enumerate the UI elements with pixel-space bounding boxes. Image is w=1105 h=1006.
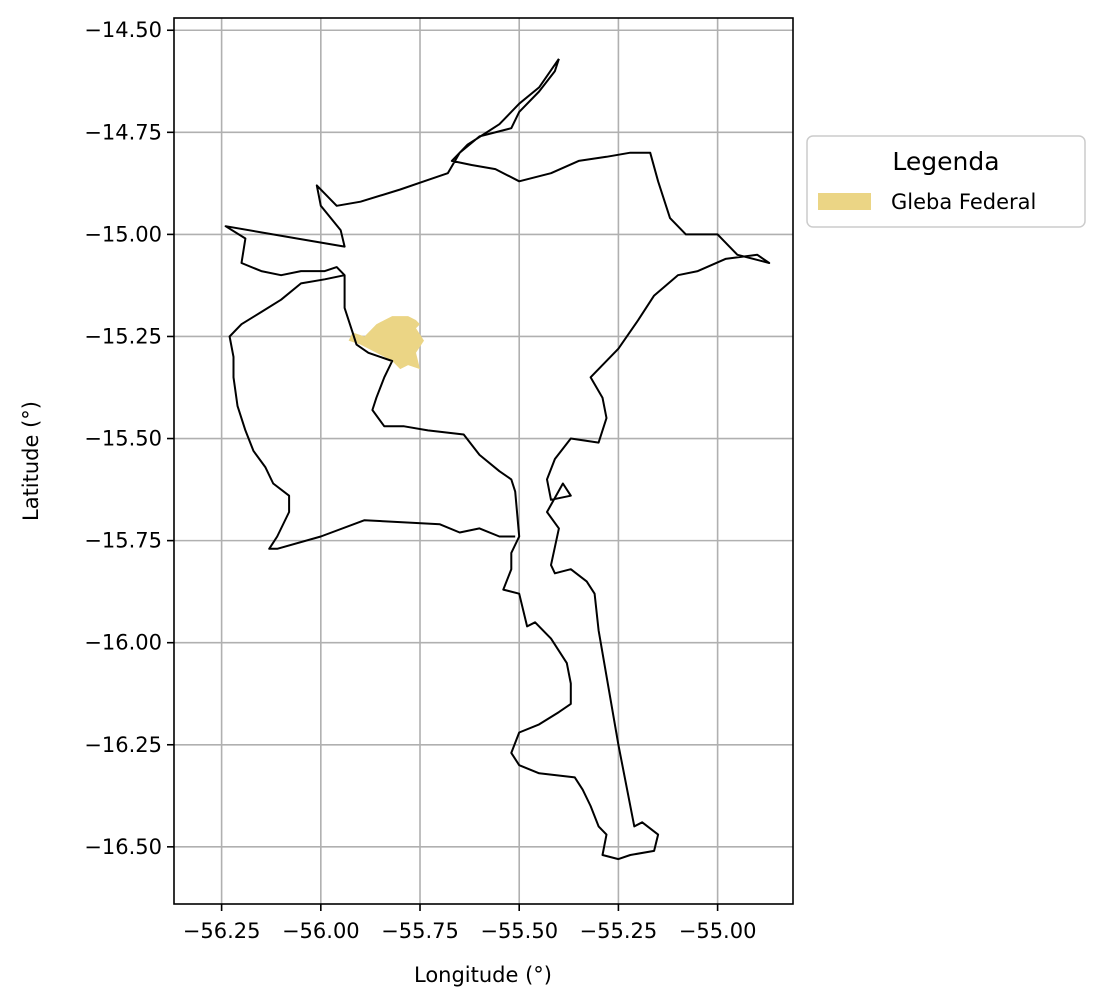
y-tick-label: −15.75 bbox=[84, 529, 162, 553]
x-tick-label: −56.00 bbox=[282, 919, 360, 943]
municipality-boundary bbox=[224, 58, 771, 861]
y-tick-label: −15.00 bbox=[84, 222, 162, 246]
gleba-federal-polygon bbox=[348, 316, 424, 370]
y-tick-label: −14.75 bbox=[84, 120, 162, 144]
legend-title: Legenda bbox=[892, 147, 999, 176]
y-tick-label: −16.00 bbox=[84, 631, 162, 655]
legend-entry-label: Gleba Federal bbox=[891, 190, 1036, 214]
municipality-boundary-line bbox=[224, 58, 771, 861]
legend-box bbox=[806, 135, 1086, 228]
x-axis-ticks: −56.25 −56.00 −55.75 −55.50 −55.25 −55.00 bbox=[183, 904, 757, 943]
y-axis-label: Latitude (°) bbox=[19, 401, 43, 521]
y-axis-ticks: −14.50 −14.75 −15.00 −15.25 −15.50 −15.75 −16.… bbox=[84, 18, 174, 859]
y-tick-label: −15.50 bbox=[84, 427, 162, 451]
southwest-lobe-line bbox=[228, 274, 516, 550]
y-tick-label: −16.25 bbox=[84, 733, 162, 757]
legend-swatch bbox=[818, 193, 871, 210]
x-tick-label: −55.50 bbox=[480, 919, 558, 943]
legend: Legenda Gleba Federal bbox=[806, 135, 1086, 228]
x-tick-label: −55.75 bbox=[381, 919, 459, 943]
y-tick-label: −14.50 bbox=[84, 18, 162, 42]
x-tick-label: −55.25 bbox=[580, 919, 658, 943]
x-tick-label: −55.00 bbox=[679, 919, 757, 943]
x-tick-label: −56.25 bbox=[183, 919, 261, 943]
y-tick-label: −16.50 bbox=[84, 835, 162, 859]
x-axis-label: Longitude (°) bbox=[414, 963, 552, 987]
y-tick-label: −15.25 bbox=[84, 324, 162, 348]
gleba-federal-area bbox=[348, 316, 424, 370]
plot-frame bbox=[173, 17, 794, 905]
